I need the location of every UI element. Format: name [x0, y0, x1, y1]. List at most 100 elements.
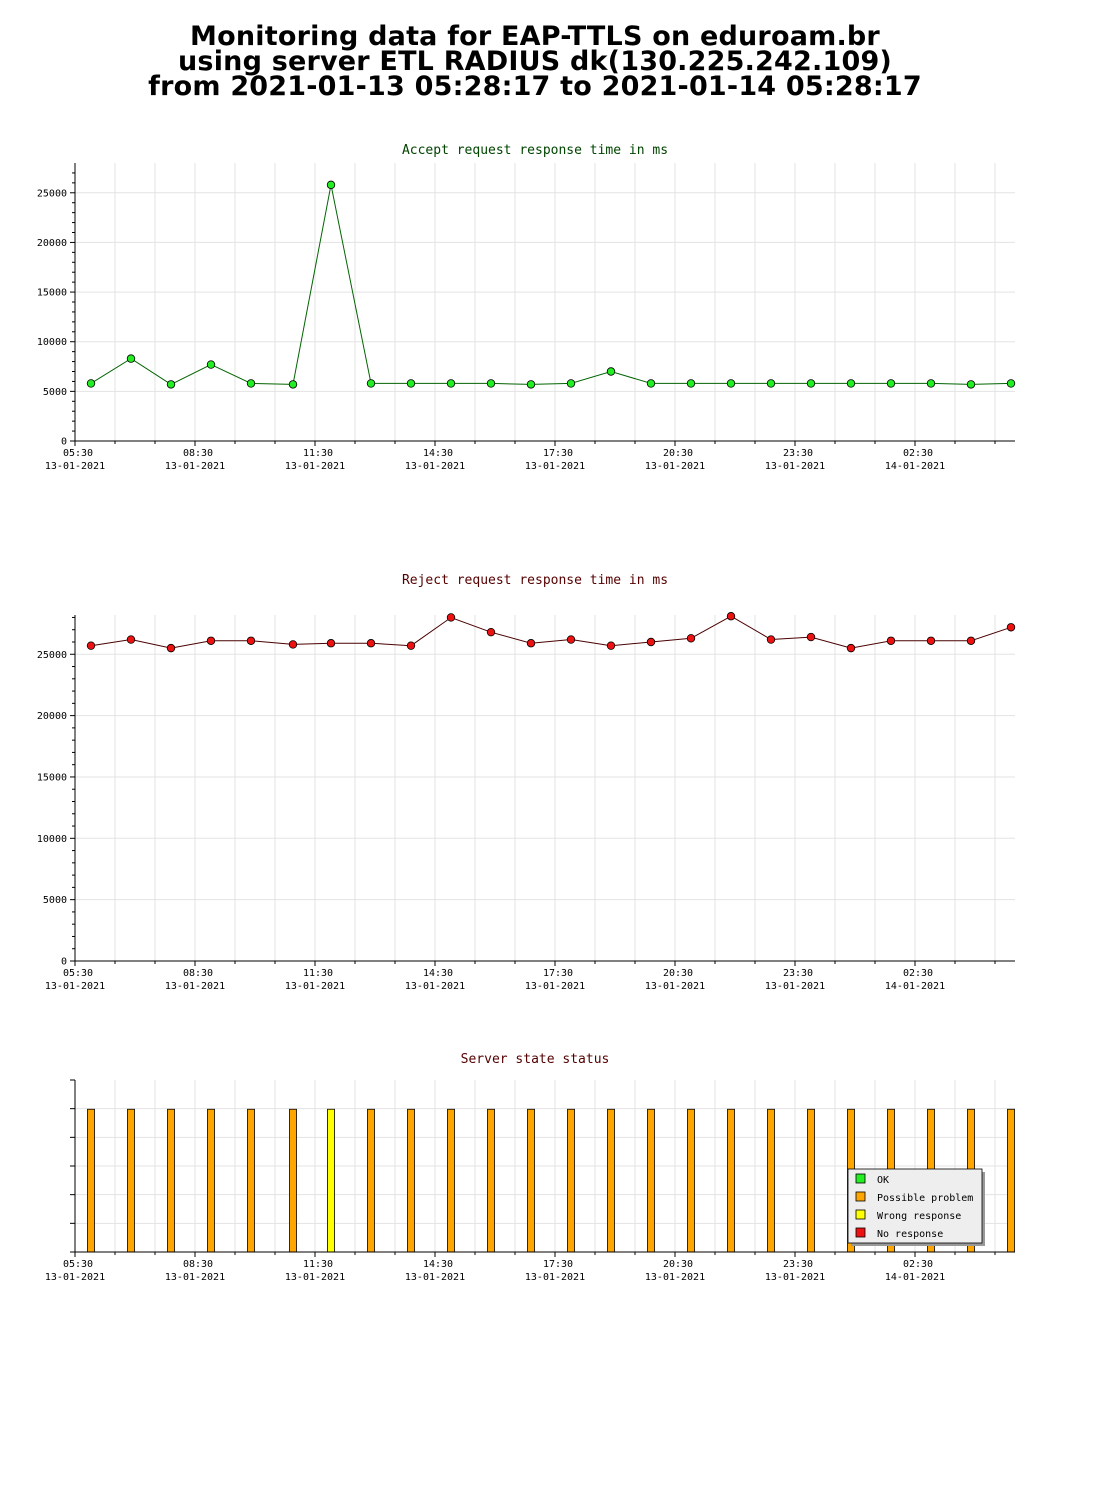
reject-point [486, 627, 496, 637]
reject-point [606, 641, 616, 650]
accept-xtick-time: 17:30 [543, 448, 573, 459]
accept-ytick-label: 10000 [37, 337, 67, 348]
accept-point [606, 367, 616, 376]
status-xtick-time: 14:30 [423, 1259, 453, 1270]
status-bar [567, 1108, 575, 1253]
accept-point [246, 379, 256, 388]
status-bar [1007, 1108, 1015, 1253]
accept-chart: Accept request response time in ms 0 5000 1… [37, 143, 1016, 472]
reject-xtick-time: 08:30 [183, 968, 213, 979]
reject-point [406, 641, 416, 650]
status-bar [247, 1108, 255, 1253]
status-xtick-date: 13-01-2021 [165, 1272, 225, 1283]
status-xtick-date: 13-01-2021 [285, 1272, 345, 1283]
accept-point [646, 379, 656, 388]
reject-ytick-label: 0 [61, 957, 67, 968]
accept-point [486, 379, 496, 388]
reject-point [1006, 623, 1016, 632]
status-xtick-time: 11:30 [303, 1259, 333, 1270]
status-bar [487, 1108, 495, 1253]
accept-xtick-date: 13-01-2021 [45, 461, 105, 472]
reject-xtick-time: 05:30 [63, 968, 93, 979]
legend-swatch-wrong_response [855, 1209, 866, 1220]
status-bar [687, 1108, 695, 1253]
title-line-2: using server ETL RADIUS dk(130.225.242.1… [178, 46, 892, 77]
status-bar [289, 1108, 297, 1253]
accept-point [846, 379, 856, 388]
reject-xtick-time: 23:30 [783, 968, 813, 979]
accept-ytick-label: 0 [61, 437, 67, 448]
legend-swatch-possible_problem [855, 1191, 866, 1202]
reject-chart-title: Reject request response time in ms [402, 573, 668, 588]
accept-xtick-time: 11:30 [303, 448, 333, 459]
reject-point [726, 612, 736, 621]
reject-point [526, 639, 536, 648]
status-bar [647, 1108, 655, 1253]
accept-point [686, 379, 696, 388]
reject-point [166, 643, 176, 653]
reject-point [246, 636, 256, 645]
accept-ytick-label: 25000 [37, 188, 67, 199]
status-xtick-date: 13-01-2021 [405, 1272, 465, 1283]
status-xtick-date: 13-01-2021 [525, 1272, 585, 1283]
legend-swatch-no_response [855, 1227, 866, 1238]
status-xtick-date: 14-01-2021 [885, 1272, 945, 1283]
reject-point [926, 636, 936, 645]
status-legend-box [847, 1168, 983, 1244]
reject-point [846, 643, 856, 653]
status-xtick-time: 05:30 [63, 1259, 93, 1270]
accept-xtick-date: 13-01-2021 [285, 461, 345, 472]
reject-point [206, 636, 216, 645]
accept-xtick-date: 13-01-2021 [405, 461, 465, 472]
accept-xtick-time: 08:30 [183, 448, 213, 459]
accept-point [1006, 379, 1016, 388]
reject-point [288, 640, 298, 649]
accept-chart-title: Accept request response time in ms [402, 143, 668, 158]
reject-ytick-label: 20000 [37, 711, 67, 722]
accept-xtick-time: 23:30 [783, 448, 813, 459]
reject-xtick-time: 11:30 [303, 968, 333, 979]
accept-point [886, 379, 896, 388]
status-bar [607, 1108, 615, 1253]
reject-point [446, 613, 456, 622]
accept-point [406, 379, 416, 388]
reject-ytick-label: 15000 [37, 772, 67, 783]
reject-xtick-date: 13-01-2021 [405, 981, 465, 992]
accept-point [926, 379, 936, 388]
status-bar [407, 1108, 415, 1253]
accept-series-line [90, 184, 1012, 385]
status-xtick-date: 13-01-2021 [765, 1272, 825, 1283]
accept-point [966, 380, 976, 389]
legend-swatch-ok [855, 1173, 866, 1184]
status-bar [327, 1108, 335, 1253]
status-bar [727, 1108, 735, 1253]
legend-label-ok: OK [877, 1175, 889, 1186]
accept-point [166, 380, 176, 389]
legend-label-wrong_response: Wrong response [877, 1211, 961, 1222]
status-xtick-time: 23:30 [783, 1259, 813, 1270]
reject-xtick-time: 17:30 [543, 968, 573, 979]
accept-xtick-time: 20:30 [663, 448, 693, 459]
status-bar [527, 1108, 535, 1253]
status-xtick-time: 20:30 [663, 1259, 693, 1270]
accept-point [566, 379, 576, 388]
accept-ytick-label: 15000 [37, 288, 67, 299]
accept-ytick-label: 5000 [43, 387, 67, 398]
accept-point [126, 354, 136, 363]
status-xtick-time: 02:30 [903, 1259, 933, 1270]
status-xtick-time: 08:30 [183, 1259, 213, 1270]
reject-xtick-date: 13-01-2021 [285, 981, 345, 992]
reject-point [966, 636, 976, 645]
status-xtick-date: 13-01-2021 [45, 1272, 105, 1283]
reject-xtick-date: 14-01-2021 [885, 981, 945, 992]
accept-point [806, 379, 816, 388]
accept-xtick-date: 13-01-2021 [765, 461, 825, 472]
reject-point [126, 635, 136, 644]
accept-xtick-time: 05:30 [63, 448, 93, 459]
accept-point [446, 379, 456, 388]
status-bar [127, 1108, 135, 1253]
legend-label-possible_problem: Possible problem [877, 1193, 973, 1204]
reject-xtick-date: 13-01-2021 [765, 981, 825, 992]
status-bar [207, 1108, 215, 1253]
